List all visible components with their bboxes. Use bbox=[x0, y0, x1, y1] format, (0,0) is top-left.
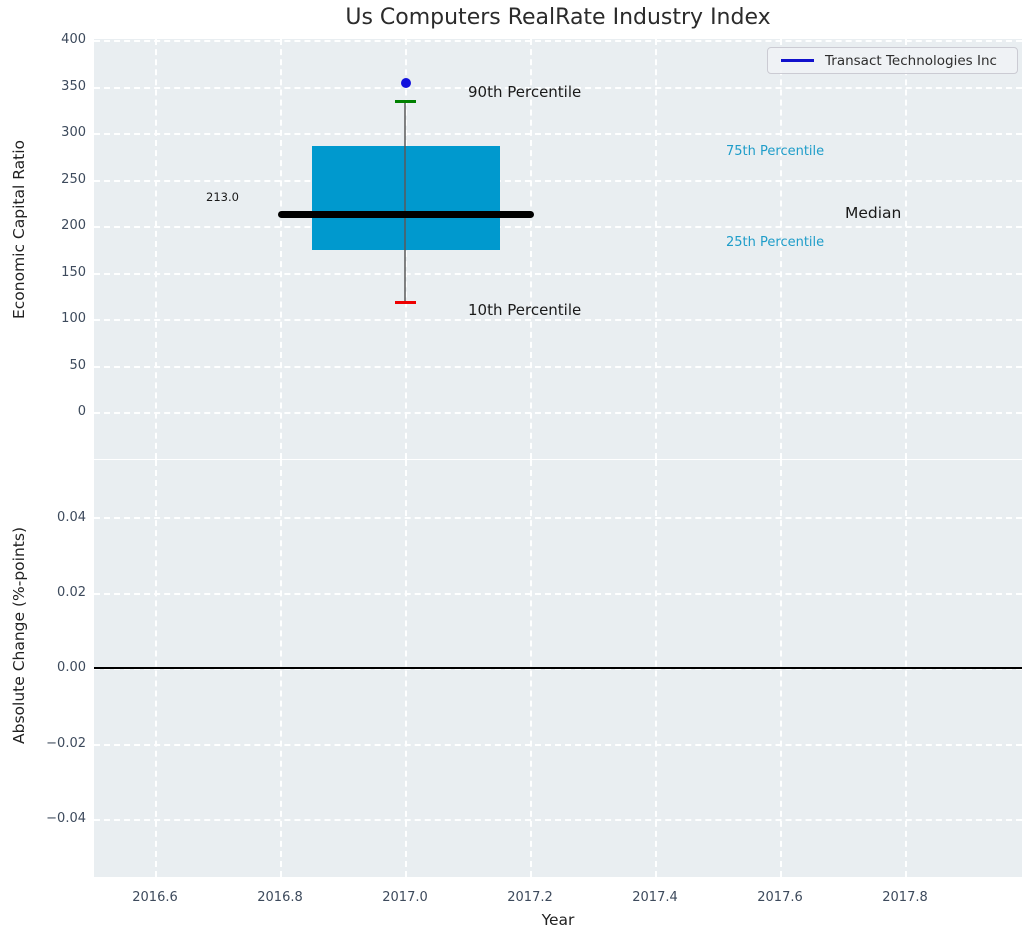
gridline-h bbox=[94, 517, 1022, 519]
gridline-h bbox=[94, 593, 1022, 595]
median-value-label: 213.0 bbox=[206, 190, 239, 204]
gridline-h bbox=[94, 273, 1022, 275]
legend: Transact Technologies Inc bbox=[767, 47, 1018, 74]
legend-entry-label: Transact Technologies Inc bbox=[825, 52, 997, 69]
ytick-label: 250 bbox=[61, 172, 86, 187]
gridline-h bbox=[94, 40, 1022, 42]
gridline-h bbox=[94, 819, 1022, 821]
ytick-label: 350 bbox=[61, 79, 86, 94]
legend-line-sample bbox=[781, 59, 814, 62]
top-axes: 90th Percentile 75th Percentile Median 2… bbox=[94, 39, 1022, 459]
gridline-v bbox=[280, 39, 282, 459]
ytick-label: 200 bbox=[61, 218, 86, 233]
p90-label: 90th Percentile bbox=[468, 83, 582, 101]
gridline-v bbox=[780, 39, 782, 459]
company-data-point bbox=[401, 78, 411, 88]
xtick-label: 2017.0 bbox=[382, 890, 428, 905]
ytick-label: 300 bbox=[61, 125, 86, 140]
gridline-h bbox=[94, 744, 1022, 746]
gridline-v bbox=[655, 39, 657, 459]
median-line bbox=[278, 211, 534, 218]
gridline-h bbox=[94, 366, 1022, 368]
ytick-label: 50 bbox=[69, 358, 86, 373]
ytick-label: 400 bbox=[61, 32, 86, 47]
top-y-axis-label: Economic Capital Ratio bbox=[10, 140, 28, 320]
chart-title: Us Computers RealRate Industry Index bbox=[345, 5, 771, 30]
ytick-label: −0.04 bbox=[46, 811, 86, 826]
xtick-label: 2017.6 bbox=[757, 890, 803, 905]
gridline-h bbox=[94, 412, 1022, 414]
ytick-label: 150 bbox=[61, 265, 86, 280]
gridline-v bbox=[155, 39, 157, 459]
p10-label: 10th Percentile bbox=[468, 301, 582, 319]
bottom-y-axis-label: Absolute Change (%-points) bbox=[10, 527, 28, 744]
xtick-label: 2017.2 bbox=[507, 890, 553, 905]
zero-reference-line bbox=[94, 667, 1022, 669]
iqr-box bbox=[312, 146, 500, 250]
ytick-label: 100 bbox=[61, 311, 86, 326]
ytick-label: 0.02 bbox=[57, 585, 86, 600]
xtick-label: 2017.4 bbox=[632, 890, 678, 905]
gridline-h bbox=[94, 668, 1022, 670]
p25-label: 25th Percentile bbox=[726, 235, 825, 250]
xtick-label: 2016.6 bbox=[132, 890, 178, 905]
gridline-h bbox=[94, 180, 1022, 182]
p75-label: 75th Percentile bbox=[726, 144, 825, 159]
gridline-h bbox=[94, 319, 1022, 321]
gridline-v bbox=[905, 39, 907, 459]
gridline-h bbox=[94, 133, 1022, 135]
whisker-line bbox=[404, 101, 406, 302]
gridline-v bbox=[530, 39, 532, 459]
xtick-label: 2017.8 bbox=[882, 890, 928, 905]
p10-whisker-cap bbox=[395, 301, 416, 304]
median-label: Median bbox=[845, 204, 902, 222]
ytick-label: −0.02 bbox=[46, 736, 86, 751]
gridline-h bbox=[94, 226, 1022, 228]
xtick-label: 2016.8 bbox=[257, 890, 303, 905]
gridline-h bbox=[94, 87, 1022, 89]
p90-whisker-cap bbox=[395, 100, 416, 103]
x-axis-label: Year bbox=[541, 911, 575, 929]
ytick-label: 0.04 bbox=[57, 510, 86, 525]
ytick-label: 0 bbox=[77, 404, 86, 419]
bottom-axes bbox=[94, 460, 1022, 877]
ytick-label: 0.00 bbox=[57, 660, 86, 675]
